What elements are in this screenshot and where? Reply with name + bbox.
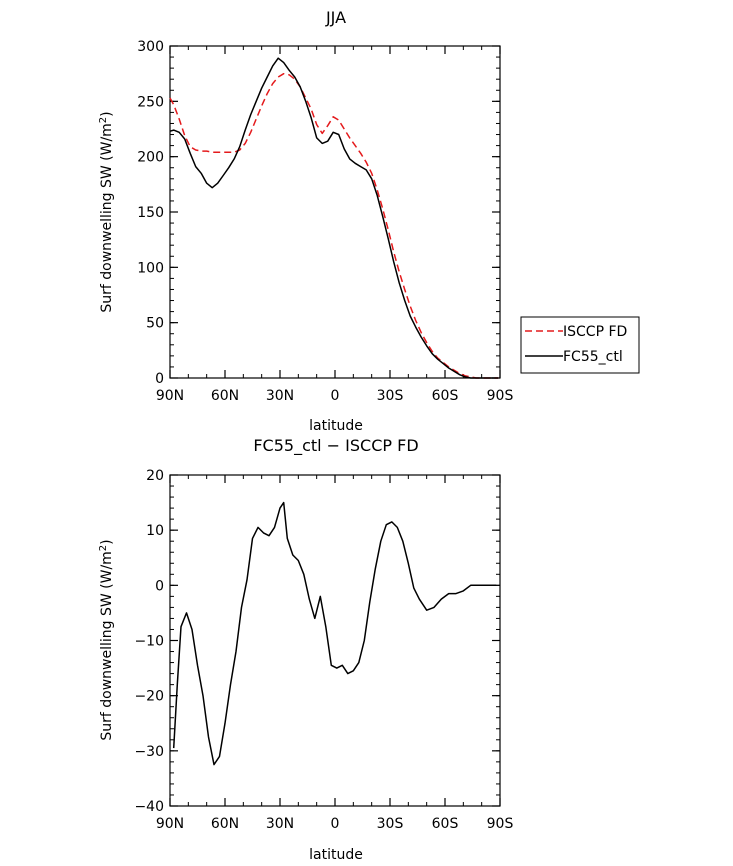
fc55-ctl-line xyxy=(169,57,499,379)
legend-label-fc55-ctl: FC55_ctl xyxy=(563,349,623,365)
bottom-y-axis-label: Surf downwelling SW (W/m2) xyxy=(98,539,115,740)
x-tick-label: 60N xyxy=(211,388,239,404)
bottom-tick-marks xyxy=(169,474,501,807)
bottom-title: FC55_ctl − ISCCP FD xyxy=(253,436,418,456)
bottom-x-axis-label: latitude xyxy=(309,847,363,863)
y-tick-label: 50 xyxy=(146,316,164,332)
x-tick-label: 60S xyxy=(432,816,459,832)
top-y-tick-labels: 0 50 100 150 200 250 300 xyxy=(137,39,164,387)
y-tick-label: 200 xyxy=(137,150,164,166)
x-tick-label: 30S xyxy=(377,816,404,832)
x-tick-label: 30N xyxy=(266,388,294,404)
bottom-panel: FC55_ctl − ISCCP FD −40 −30 −20 −10 0 10 20 90… xyxy=(98,436,513,863)
x-tick-label: 90S xyxy=(487,816,514,832)
x-tick-label: 0 xyxy=(331,388,340,404)
difference-line xyxy=(172,501,497,766)
y-tick-label: 0 xyxy=(155,578,164,594)
y-tick-label: 10 xyxy=(146,523,164,539)
legend-box xyxy=(520,316,640,374)
y-tick-label: 20 xyxy=(146,468,164,484)
top-y-axis-label: Surf downwelling SW (W/m2) xyxy=(98,111,115,312)
x-tick-label: 90S xyxy=(487,388,514,404)
top-x-axis-label: latitude xyxy=(309,418,363,434)
y-tick-label: −30 xyxy=(134,744,164,760)
isccp-fd-line xyxy=(169,72,499,379)
legend-label-isccp-fd: ISCCP FD xyxy=(563,324,627,340)
bottom-x-tick-labels: 90N 60N 30N 0 30S 60S 90S xyxy=(156,816,514,832)
x-tick-label: 90N xyxy=(156,816,184,832)
y-tick-label: −20 xyxy=(134,689,164,705)
x-tick-label: 30S xyxy=(377,388,404,404)
y-tick-label: 100 xyxy=(137,260,164,276)
y-tick-label: 0 xyxy=(155,371,164,387)
x-tick-label: 30N xyxy=(266,816,294,832)
top-title: JJA xyxy=(325,8,346,27)
x-tick-label: 60N xyxy=(211,816,239,832)
y-tick-label: 150 xyxy=(137,205,164,221)
x-tick-label: 90N xyxy=(156,388,184,404)
x-tick-label: 60S xyxy=(432,388,459,404)
top-series-lines xyxy=(169,57,499,379)
legend: ISCCP FD FC55_ctl xyxy=(520,316,640,374)
bottom-y-tick-labels: −40 −30 −20 −10 0 10 20 xyxy=(134,468,164,815)
y-tick-label: 300 xyxy=(137,39,164,55)
y-tick-label: −10 xyxy=(134,634,164,650)
x-tick-label: 0 xyxy=(331,816,340,832)
top-tick-marks xyxy=(169,45,501,379)
bottom-series-lines xyxy=(172,501,497,766)
top-plot-frame xyxy=(169,45,501,379)
y-tick-label: 250 xyxy=(137,94,164,110)
y-tick-label: −40 xyxy=(134,799,164,815)
top-x-tick-labels: 90N 60N 30N 0 30S 60S 90S xyxy=(156,388,514,404)
